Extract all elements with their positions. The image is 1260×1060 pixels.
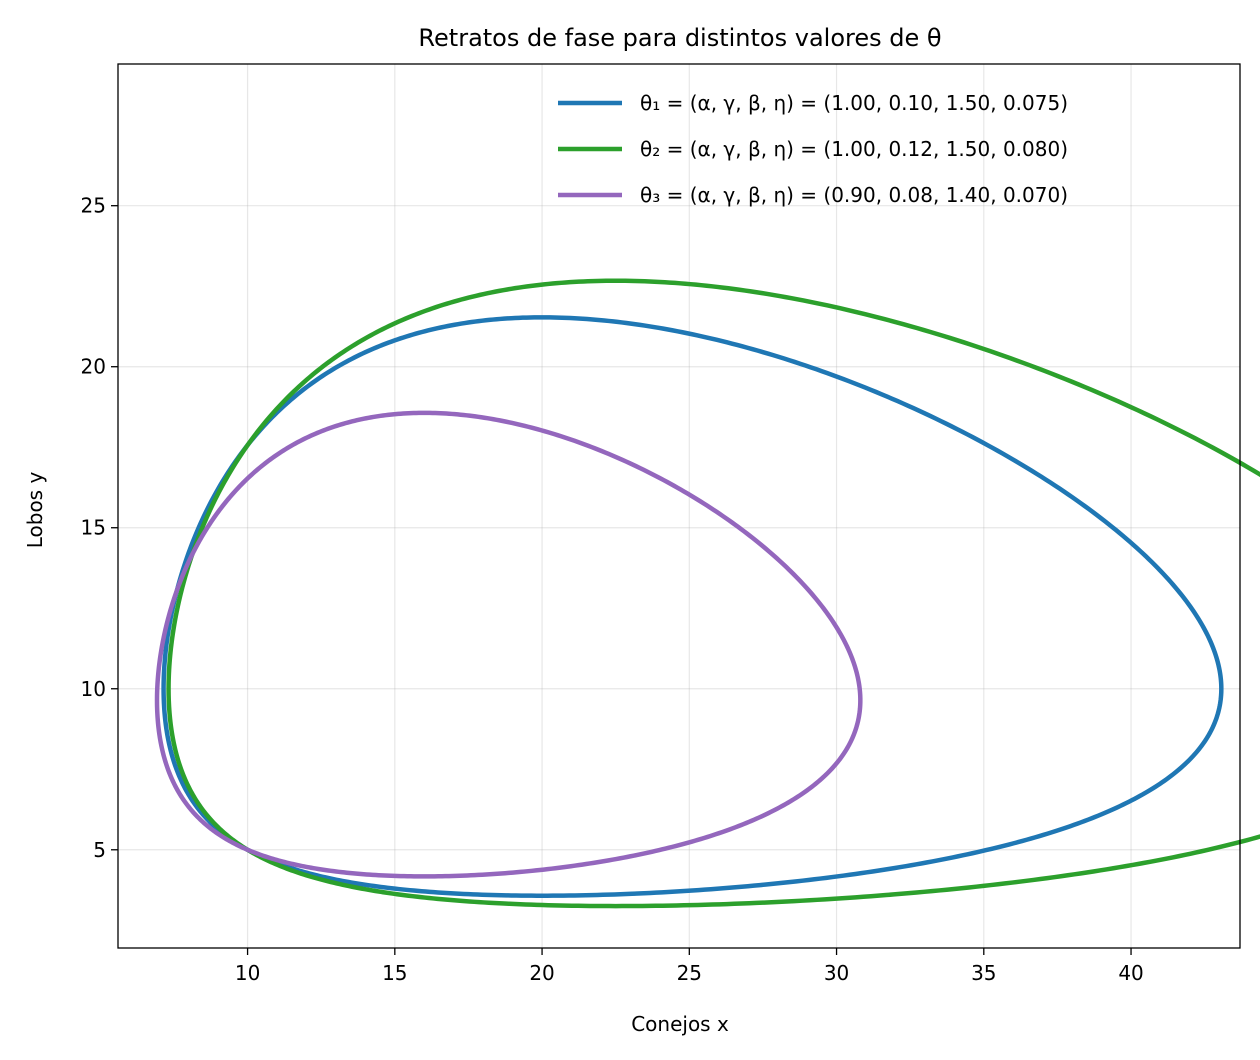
y-axis-ticks: 5 10 15 20 25 [81, 194, 118, 862]
legend-label-2: θ₂ = (α, γ, β, η) = (1.00, 0.12, 1.50, 0… [640, 137, 1068, 161]
x-gridlines [246, 64, 1132, 948]
x-tick-label: 30 [824, 961, 849, 985]
series-curve-3 [154, 410, 863, 879]
legend: θ₁ = (α, γ, β, η) = (1.00, 0.10, 1.50, 0… [558, 91, 1068, 207]
chart-title: Retratos de fase para distintos valores … [418, 24, 941, 52]
y-tick-label: 25 [81, 194, 106, 218]
y-tick-label: 20 [81, 355, 106, 379]
x-tick-label: 35 [971, 961, 996, 985]
plot-area-frame [117, 63, 1241, 949]
y-tick-label: 15 [81, 516, 106, 540]
x-axis-ticks: 10 15 20 25 30 35 40 [235, 948, 1144, 985]
x-tick-label: 25 [677, 961, 702, 985]
legend-label-1: θ₁ = (α, γ, β, η) = (1.00, 0.10, 1.50, 0… [640, 91, 1068, 115]
y-gridlines [118, 205, 1240, 851]
y-axis-label: Lobos y [23, 472, 47, 549]
y-tick-label: 5 [93, 838, 106, 862]
x-tick-label: 10 [235, 961, 260, 985]
legend-label-3: θ₃ = (α, γ, β, η) = (0.90, 0.08, 1.40, 0… [640, 183, 1068, 207]
series-curve-1 [161, 315, 1224, 898]
phase-curves [154, 278, 1260, 909]
x-tick-label: 15 [382, 961, 407, 985]
x-tick-label: 20 [529, 961, 554, 985]
y-tick-label: 10 [81, 677, 106, 701]
x-tick-label: 40 [1118, 961, 1143, 985]
series-curve-2 [166, 278, 1260, 909]
x-axis-label: Conejos x [631, 1012, 729, 1036]
